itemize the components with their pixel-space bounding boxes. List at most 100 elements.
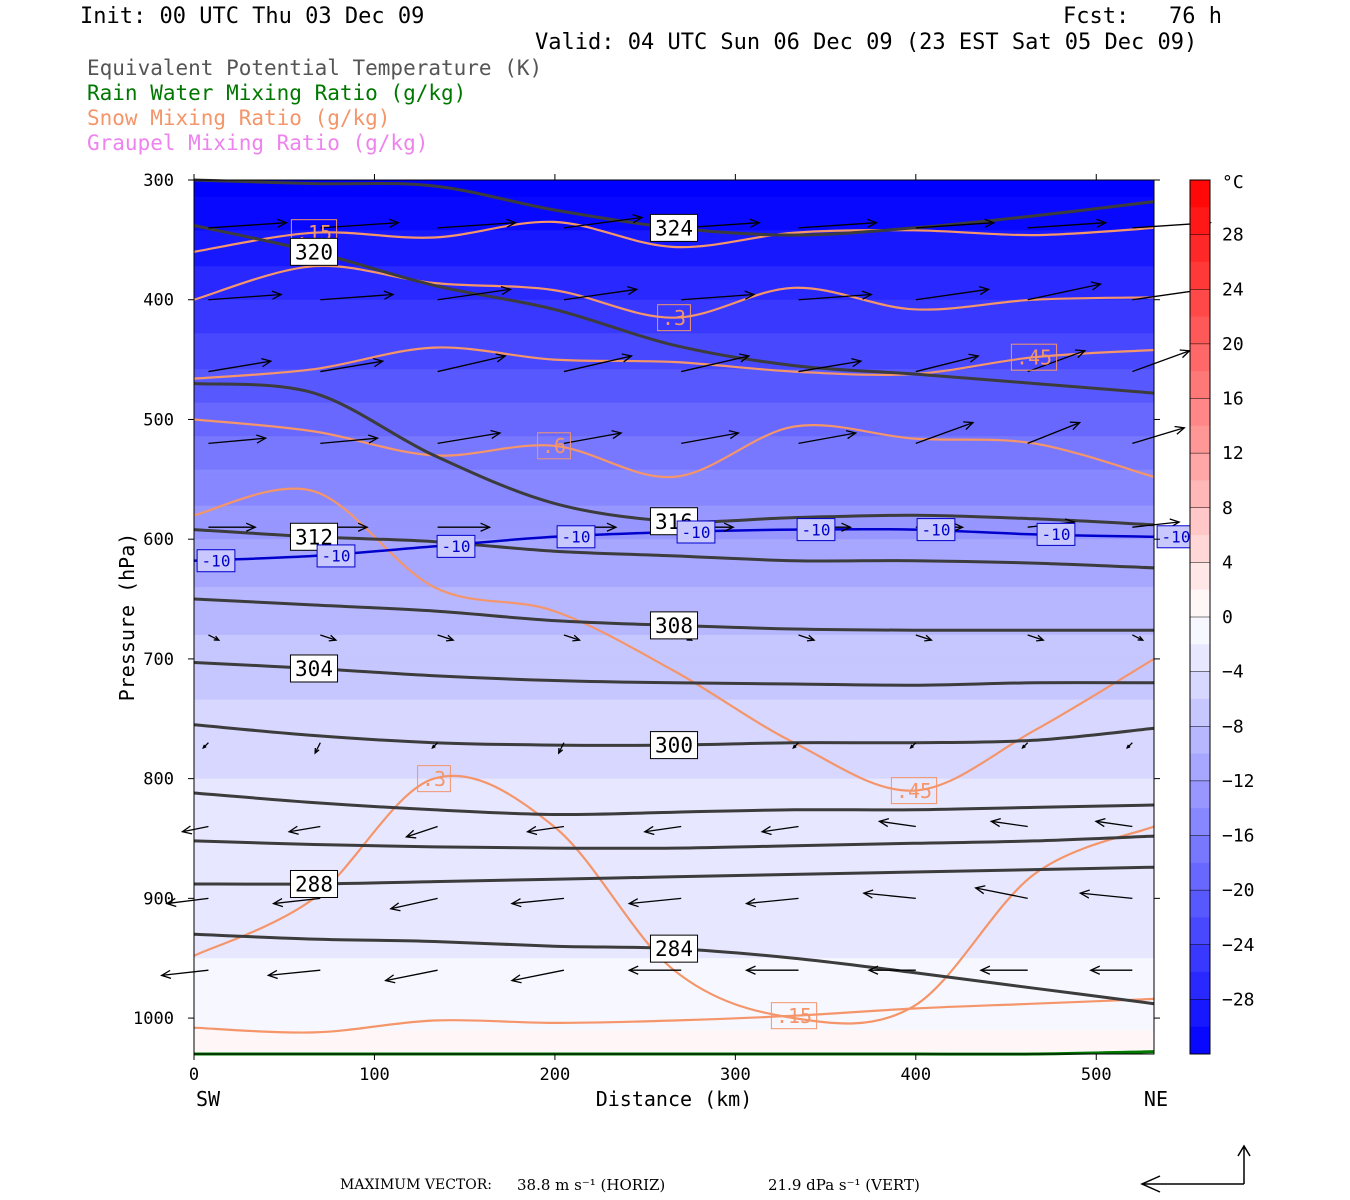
wind-vector [314, 742, 321, 754]
shade-band [194, 259, 1154, 263]
temperature-shading [194, 180, 1154, 1055]
wind-vector-head [627, 285, 639, 296]
shade-band [194, 778, 1154, 782]
snow-contour-label-box [417, 765, 451, 793]
rain-contour [194, 1050, 1155, 1056]
shade-band [194, 692, 1154, 696]
shade-band [194, 929, 1154, 933]
shade-band [194, 824, 1154, 828]
wind-vector-head [389, 902, 401, 912]
shade-band [194, 666, 1154, 670]
max-vector-key [1140, 1144, 1251, 1193]
colorbar-swatch [1190, 343, 1210, 372]
wind-vector-head [1090, 281, 1103, 291]
shade-band [194, 627, 1154, 631]
shade-band [194, 565, 1154, 569]
shade-band [194, 836, 1154, 840]
wind-vector [910, 742, 917, 749]
theta-e-contour-line [193, 224, 1155, 395]
wind-vector [563, 634, 580, 641]
wind-vector [563, 216, 643, 229]
wind-vector [644, 825, 682, 833]
snow-contour-label: .15 [776, 1004, 812, 1028]
shade-band [194, 651, 1154, 655]
shade-band [194, 371, 1154, 375]
shade-band [194, 706, 1154, 710]
wind-vector-head [744, 965, 756, 975]
wind-vector [390, 897, 438, 910]
shade-band [194, 275, 1154, 279]
wind-vector [208, 437, 266, 445]
axis-text: 300 400 500 600 700 800 900 1000 0 100 200 300 400 50… [115, 171, 1168, 1111]
shade-band [194, 709, 1154, 713]
shade-band [194, 991, 1154, 995]
wind-vector [975, 887, 1028, 899]
shade-band [194, 476, 1154, 480]
colorbar-swatch [1190, 753, 1210, 782]
y-tick-label: 1000 [133, 1009, 174, 1029]
x-tick-label: 400 [900, 1065, 931, 1085]
shade-band [194, 1013, 1154, 1017]
snow-contour-line [193, 774, 1155, 1025]
theta-e-contour-label-box [289, 654, 339, 683]
wind-vector-head [276, 218, 289, 228]
theta-e-contours [193, 178, 1155, 1006]
y-tick-label: 300 [143, 171, 174, 191]
shade-band [194, 299, 1154, 303]
wind-vector-head [1089, 965, 1101, 975]
shade-band [194, 1037, 1154, 1041]
x-tick-label: 500 [1081, 1065, 1112, 1085]
colorbar-tick-label: 24 [1222, 279, 1244, 300]
wind-vector [1027, 222, 1106, 229]
shade-band [194, 953, 1154, 957]
shade-band [194, 745, 1154, 749]
shade-band [194, 977, 1154, 981]
shade-band [194, 728, 1154, 732]
wind-vector-head [271, 290, 283, 300]
wind-vector [320, 293, 394, 301]
theta-e-contour-label: 312 [295, 525, 333, 549]
shade-band [194, 630, 1154, 634]
wind-vector [511, 897, 564, 905]
shade-band [194, 1027, 1154, 1031]
shade-band [194, 443, 1154, 447]
shade-band [194, 974, 1154, 978]
snow-contour-label: .3 [422, 767, 446, 791]
colorbar-swatch [1190, 453, 1210, 481]
shade-band [194, 764, 1154, 768]
shade-band [194, 1015, 1154, 1019]
shade-band [194, 776, 1154, 780]
shade-band [194, 531, 1154, 535]
colorbar-swatch [1190, 507, 1210, 536]
colorbar-unit: °C [1222, 172, 1244, 193]
theta-e-contour-line [193, 597, 1154, 632]
shade-band [194, 201, 1154, 205]
colorbar-swatch [1190, 644, 1210, 673]
shade-band [194, 749, 1154, 753]
x-axis-label: Distance (km) [596, 1087, 753, 1111]
shade-band [194, 872, 1154, 876]
shade-band [194, 733, 1154, 737]
wind-vector-head [180, 825, 193, 835]
shade-band [194, 553, 1154, 557]
shade-band [194, 852, 1154, 856]
colorbar-tick-label: −20 [1222, 880, 1255, 901]
shade-band [194, 510, 1154, 514]
colorbar-swatch [1190, 944, 1210, 973]
shade-band [194, 735, 1154, 739]
max-vector-vert-head [1237, 1144, 1251, 1157]
shade-band [194, 766, 1154, 770]
shade-band [194, 867, 1154, 871]
shade-band [194, 895, 1154, 899]
wind-vector [289, 825, 321, 833]
wind-vector [320, 634, 337, 641]
shade-band [194, 936, 1154, 940]
wind-vector-head [611, 429, 623, 440]
shade-band [194, 455, 1154, 459]
shade-band [194, 661, 1154, 665]
shade-band [194, 270, 1154, 274]
wind-vector [385, 969, 438, 982]
wind-vector [915, 222, 994, 229]
snow-contour-line [193, 418, 1155, 479]
shade-band [194, 963, 1154, 967]
